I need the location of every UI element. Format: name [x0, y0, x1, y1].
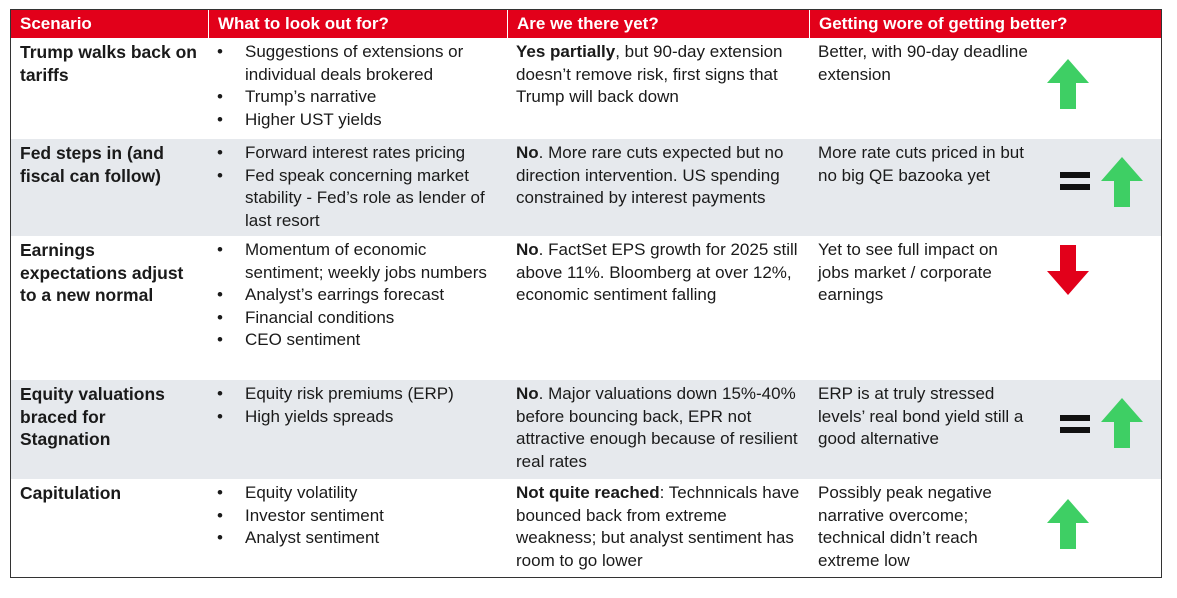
up-arrow-icon [1101, 398, 1143, 448]
status-cell: No. Major valuations down 15%-40% before… [507, 380, 809, 479]
status-verdict: No [516, 143, 539, 162]
status-detail: . FactSet EPS growth for 2025 still abov… [516, 240, 798, 304]
watch-cell: Suggestions of extensions or individual … [208, 38, 507, 139]
watch-cell: Forward interest rates pricing Fed speak… [208, 139, 507, 236]
list-item: Equity risk premiums (ERP) [217, 383, 499, 406]
table-row: Fed steps in (and fiscal can follow) For… [11, 139, 1161, 236]
status-cell: No. More rare cuts expected but no direc… [507, 139, 809, 236]
status-cell: No. FactSet EPS growth for 2025 still ab… [507, 236, 809, 380]
trend-cell: More rate cuts priced in but no big QE b… [809, 139, 1163, 236]
status-cell: Not quite reached: Technnicals have boun… [507, 479, 809, 577]
list-item: Higher UST yields [217, 109, 499, 132]
header-trend: Getting wore of getting better? [809, 10, 1163, 38]
status-detail: . Major valuations down 15%-40% before b… [516, 384, 798, 471]
table-row: Equity valuations braced for Stagnation … [11, 380, 1161, 479]
trend-text: ERP is at truly stressed levels’ real bo… [818, 384, 1024, 448]
trend-text: Possibly peak negative narrative overcom… [818, 483, 992, 570]
list-item: Trump’s narrative [217, 86, 499, 109]
watch-cell: Momentum of economic sentiment; weekly j… [208, 236, 507, 380]
list-item: Equity volatility [217, 482, 499, 505]
equals-icon [1060, 415, 1090, 439]
list-item: High yields spreads [217, 406, 499, 429]
up-arrow-icon [1047, 59, 1089, 109]
status-verdict: No [516, 240, 539, 259]
scenario-cell: Fed steps in (and fiscal can follow) [20, 143, 164, 186]
header-scenario: Scenario [20, 14, 92, 33]
header-are-we-there-yet: Are we there yet? [507, 10, 809, 38]
table-row: Earnings expectations adjust to a new no… [11, 236, 1161, 380]
scenario-cell: Earnings expectations adjust to a new no… [20, 240, 184, 305]
status-verdict: No [516, 384, 539, 403]
list-item: Forward interest rates pricing [217, 142, 499, 165]
up-arrow-icon [1047, 499, 1089, 549]
list-item: Investor sentiment [217, 505, 499, 528]
down-arrow-icon [1047, 245, 1089, 295]
watch-cell: Equity risk premiums (ERP) High yields s… [208, 380, 507, 479]
status-detail: . More rare cuts expected but no directi… [516, 143, 784, 207]
trend-cell: Yet to see full impact on jobs market / … [809, 236, 1163, 380]
scenario-table: Scenario What to look out for? Are we th… [10, 9, 1162, 578]
status-verdict: Not quite reached [516, 483, 660, 502]
status-verdict: Yes partially [516, 42, 616, 61]
list-item: Analyst sentiment [217, 527, 499, 550]
list-item: Analyst’s earrings forecast [217, 284, 499, 307]
table-header: Scenario What to look out for? Are we th… [11, 10, 1161, 38]
trend-cell: Better, with 90-day deadline extension [809, 38, 1163, 139]
list-item: Financial conditions [217, 307, 499, 330]
scenario-cell: Capitulation [20, 483, 122, 503]
trend-text: Better, with 90-day deadline extension [818, 42, 1028, 84]
watch-cell: Equity volatility Investor sentiment Ana… [208, 479, 507, 577]
table-row: Capitulation Equity volatility Investor … [11, 479, 1161, 577]
header-what-to-look-out-for: What to look out for? [208, 10, 507, 38]
trend-cell: Possibly peak negative narrative overcom… [809, 479, 1163, 577]
scenario-cell: Equity valuations braced for Stagnation [20, 384, 165, 449]
status-detail: : Technnicals have bounced back from ext… [516, 483, 800, 570]
table-row: Trump walks back on tariffs Suggestions … [11, 38, 1161, 139]
list-item: CEO sentiment [217, 329, 499, 352]
up-arrow-icon [1101, 157, 1143, 207]
status-cell: Yes partially, but 90-day extension does… [507, 38, 809, 139]
equals-icon [1060, 172, 1090, 196]
trend-text: Yet to see full impact on jobs market / … [818, 240, 998, 304]
list-item: Momentum of economic sentiment; weekly j… [217, 239, 499, 284]
list-item: Suggestions of extensions or individual … [217, 41, 499, 86]
status-detail: , but 90-day extension doesn’t remove ri… [516, 42, 783, 106]
scenario-cell: Trump walks back on tariffs [20, 42, 197, 85]
trend-text: More rate cuts priced in but no big QE b… [818, 143, 1024, 185]
list-item: Fed speak concerning market stability - … [217, 165, 499, 233]
trend-cell: ERP is at truly stressed levels’ real bo… [809, 380, 1163, 479]
